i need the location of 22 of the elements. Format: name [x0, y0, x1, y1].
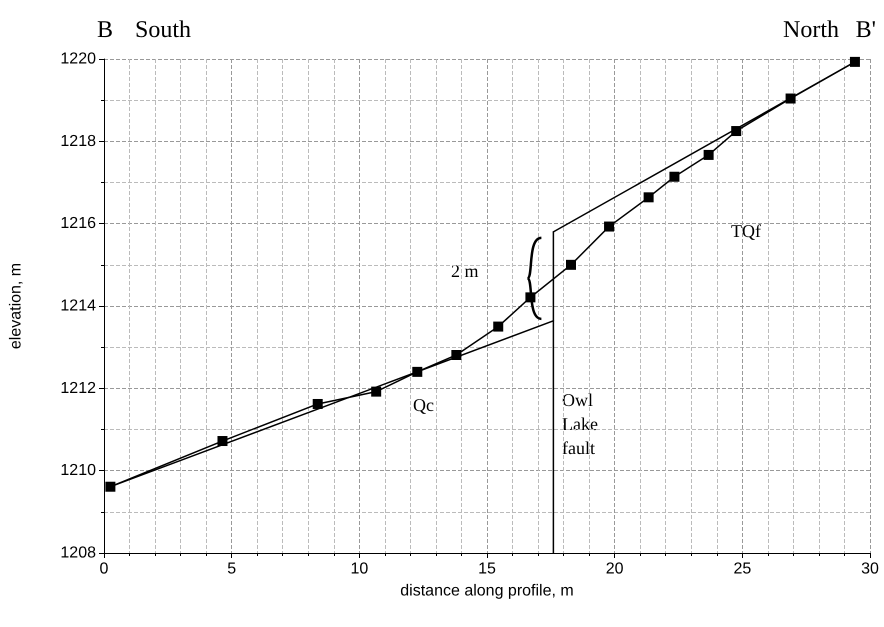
annotation: TQf	[731, 221, 761, 241]
x-tick-label: 30	[861, 560, 879, 578]
x-tick-label: 0	[100, 560, 109, 578]
x-tick-label: 15	[478, 560, 496, 578]
y-tick-label: 1212	[60, 380, 96, 397]
text: B'	[856, 17, 876, 43]
x-axis-title: distance along profile, m	[400, 582, 574, 600]
text: South	[135, 17, 192, 43]
text: B	[97, 17, 114, 43]
y-tick-label: 1218	[60, 132, 96, 150]
x-tick-label: 5	[227, 560, 236, 578]
y-tick-label: 1210	[60, 462, 96, 480]
y-tick-label: 1220	[60, 50, 96, 68]
y-tick-label: 1208	[60, 544, 96, 562]
y-tick-label: 1216	[60, 215, 96, 232]
y-tick-label: 1214	[60, 298, 96, 314]
annotation: Qc	[413, 395, 434, 415]
x-tick-label: 20	[606, 560, 624, 578]
text: North	[783, 17, 840, 43]
x-tick-label: 25	[733, 560, 752, 578]
y-axis-title: elevation, m	[8, 262, 24, 350]
x-tick-label: 10	[350, 560, 368, 578]
